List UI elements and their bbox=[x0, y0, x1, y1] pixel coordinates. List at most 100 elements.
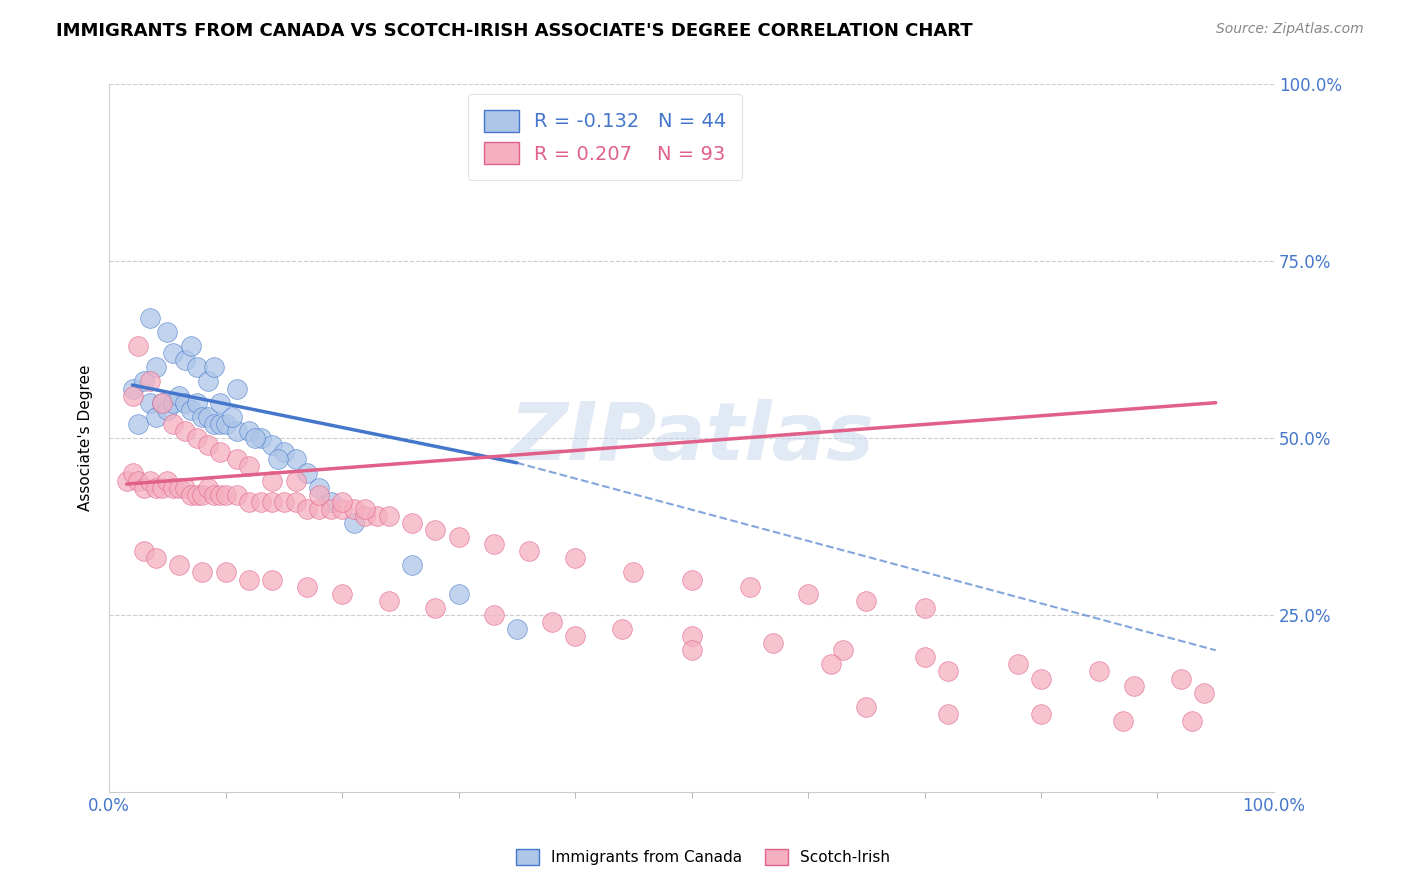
Point bbox=[238, 494, 260, 508]
Point bbox=[936, 706, 959, 721]
Text: ZIPatlas: ZIPatlas bbox=[509, 399, 875, 477]
Point bbox=[564, 551, 586, 566]
Point bbox=[139, 395, 162, 409]
Legend: R = -0.132   N = 44, R = 0.207    N = 93: R = -0.132 N = 44, R = 0.207 N = 93 bbox=[468, 95, 742, 180]
Point bbox=[174, 424, 197, 438]
Point bbox=[425, 523, 447, 537]
Point bbox=[330, 587, 353, 601]
Point bbox=[681, 573, 703, 587]
Point bbox=[284, 474, 307, 488]
Point bbox=[180, 402, 202, 417]
Point bbox=[447, 530, 470, 544]
Point bbox=[540, 615, 562, 629]
Point bbox=[226, 424, 249, 438]
Point bbox=[1029, 706, 1052, 721]
Point bbox=[238, 459, 260, 474]
Text: Source: ZipAtlas.com: Source: ZipAtlas.com bbox=[1216, 22, 1364, 37]
Point bbox=[174, 353, 197, 368]
Point bbox=[174, 395, 197, 409]
Point bbox=[378, 508, 401, 523]
Point bbox=[1181, 714, 1204, 728]
Point bbox=[681, 629, 703, 643]
Point bbox=[202, 488, 225, 502]
Point bbox=[191, 409, 214, 424]
Point bbox=[297, 501, 319, 516]
Point bbox=[262, 438, 284, 452]
Point bbox=[150, 395, 173, 409]
Point bbox=[797, 587, 820, 601]
Point bbox=[186, 395, 208, 409]
Point bbox=[226, 488, 249, 502]
Point bbox=[354, 501, 377, 516]
Point bbox=[1111, 714, 1133, 728]
Point bbox=[330, 501, 353, 516]
Point bbox=[134, 544, 156, 558]
Point bbox=[297, 580, 319, 594]
Point bbox=[208, 445, 231, 459]
Point bbox=[145, 551, 167, 566]
Point bbox=[319, 494, 342, 508]
Point bbox=[186, 488, 208, 502]
Point bbox=[238, 424, 260, 438]
Point bbox=[208, 488, 231, 502]
Point bbox=[202, 417, 225, 431]
Point bbox=[180, 488, 202, 502]
Point bbox=[162, 346, 184, 360]
Point bbox=[167, 389, 190, 403]
Point bbox=[681, 643, 703, 657]
Point bbox=[401, 558, 423, 573]
Point bbox=[343, 501, 366, 516]
Point bbox=[215, 566, 238, 580]
Point bbox=[820, 657, 842, 672]
Point bbox=[425, 600, 447, 615]
Point bbox=[202, 360, 225, 375]
Point bbox=[156, 325, 179, 339]
Point bbox=[208, 395, 231, 409]
Point bbox=[319, 501, 342, 516]
Point bbox=[197, 409, 219, 424]
Point bbox=[167, 481, 190, 495]
Point bbox=[401, 516, 423, 530]
Point bbox=[215, 488, 238, 502]
Point bbox=[855, 699, 877, 714]
Point bbox=[134, 375, 156, 389]
Point bbox=[832, 643, 855, 657]
Point bbox=[262, 494, 284, 508]
Point bbox=[208, 417, 231, 431]
Point bbox=[162, 481, 184, 495]
Point bbox=[482, 537, 505, 551]
Point bbox=[506, 622, 529, 636]
Point bbox=[127, 339, 149, 353]
Point bbox=[167, 558, 190, 573]
Point bbox=[197, 438, 219, 452]
Point bbox=[1029, 672, 1052, 686]
Point bbox=[1007, 657, 1029, 672]
Point bbox=[936, 665, 959, 679]
Point bbox=[914, 650, 936, 665]
Point bbox=[621, 566, 644, 580]
Point bbox=[738, 580, 761, 594]
Point bbox=[762, 636, 785, 650]
Point bbox=[284, 452, 307, 467]
Point bbox=[330, 494, 353, 508]
Point bbox=[150, 481, 173, 495]
Point bbox=[215, 417, 238, 431]
Point bbox=[1170, 672, 1192, 686]
Point bbox=[139, 375, 162, 389]
Point bbox=[139, 474, 162, 488]
Point bbox=[180, 339, 202, 353]
Point bbox=[238, 573, 260, 587]
Text: IMMIGRANTS FROM CANADA VS SCOTCH-IRISH ASSOCIATE'S DEGREE CORRELATION CHART: IMMIGRANTS FROM CANADA VS SCOTCH-IRISH A… bbox=[56, 22, 973, 40]
Point bbox=[284, 494, 307, 508]
Point bbox=[121, 467, 143, 481]
Point bbox=[156, 474, 179, 488]
Point bbox=[186, 431, 208, 445]
Point bbox=[127, 474, 149, 488]
Point bbox=[121, 382, 143, 396]
Point bbox=[447, 587, 470, 601]
Point bbox=[243, 431, 266, 445]
Point bbox=[145, 409, 167, 424]
Point bbox=[366, 508, 388, 523]
Point bbox=[150, 395, 173, 409]
Point bbox=[308, 501, 330, 516]
